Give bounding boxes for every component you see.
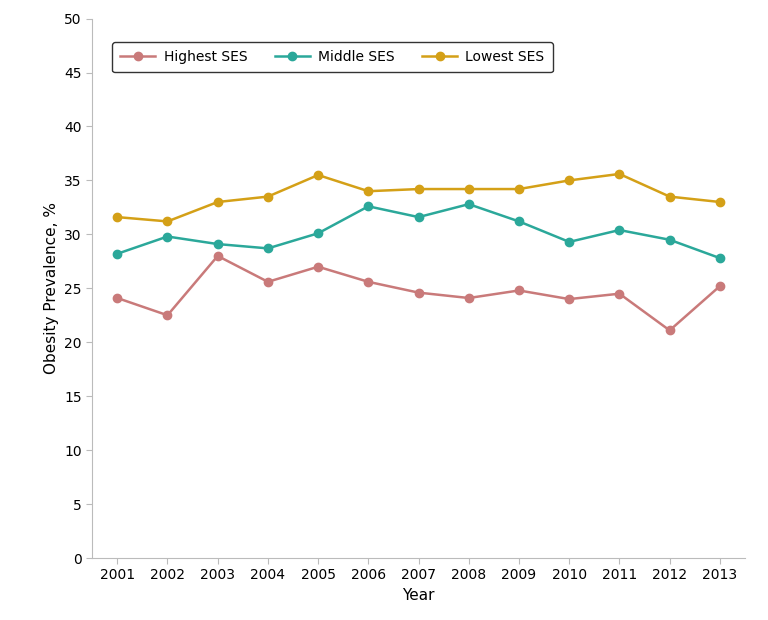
Middle SES [313,229,323,237]
Middle SES [464,200,473,208]
Lowest SES [665,193,674,200]
Highest SES [665,327,674,334]
Lowest SES [313,171,323,179]
Lowest SES [414,185,423,193]
Middle SES [414,213,423,221]
Legend: Highest SES, Middle SES, Lowest SES: Highest SES, Middle SES, Lowest SES [112,42,553,73]
Highest SES [263,278,273,286]
Middle SES [564,238,574,246]
Highest SES [564,295,574,303]
Highest SES [615,290,624,298]
Middle SES [113,250,122,257]
Highest SES [414,289,423,296]
Lowest SES [515,185,524,193]
Middle SES [715,254,724,262]
Lowest SES [364,187,373,195]
Lowest SES [263,193,273,200]
Middle SES [263,245,273,252]
Highest SES [313,263,323,270]
Highest SES [464,294,473,302]
Middle SES [515,218,524,225]
Lowest SES [564,177,574,184]
Middle SES [665,236,674,244]
X-axis label: Year: Year [402,588,435,603]
Lowest SES [464,185,473,193]
Highest SES [515,286,524,294]
Lowest SES [615,170,624,178]
Lowest SES [163,218,172,225]
Line: Lowest SES: Lowest SES [113,170,724,226]
Highest SES [163,311,172,319]
Highest SES [213,252,222,260]
Y-axis label: Obesity Prevalence, %: Obesity Prevalence, % [44,202,58,374]
Lowest SES [715,198,724,206]
Highest SES [113,294,122,302]
Middle SES [163,232,172,240]
Middle SES [364,203,373,210]
Line: Highest SES: Highest SES [113,252,724,335]
Line: Middle SES: Middle SES [113,200,724,262]
Highest SES [715,283,724,290]
Lowest SES [213,198,222,206]
Lowest SES [113,213,122,221]
Highest SES [364,278,373,286]
Middle SES [615,226,624,234]
Middle SES [213,241,222,248]
